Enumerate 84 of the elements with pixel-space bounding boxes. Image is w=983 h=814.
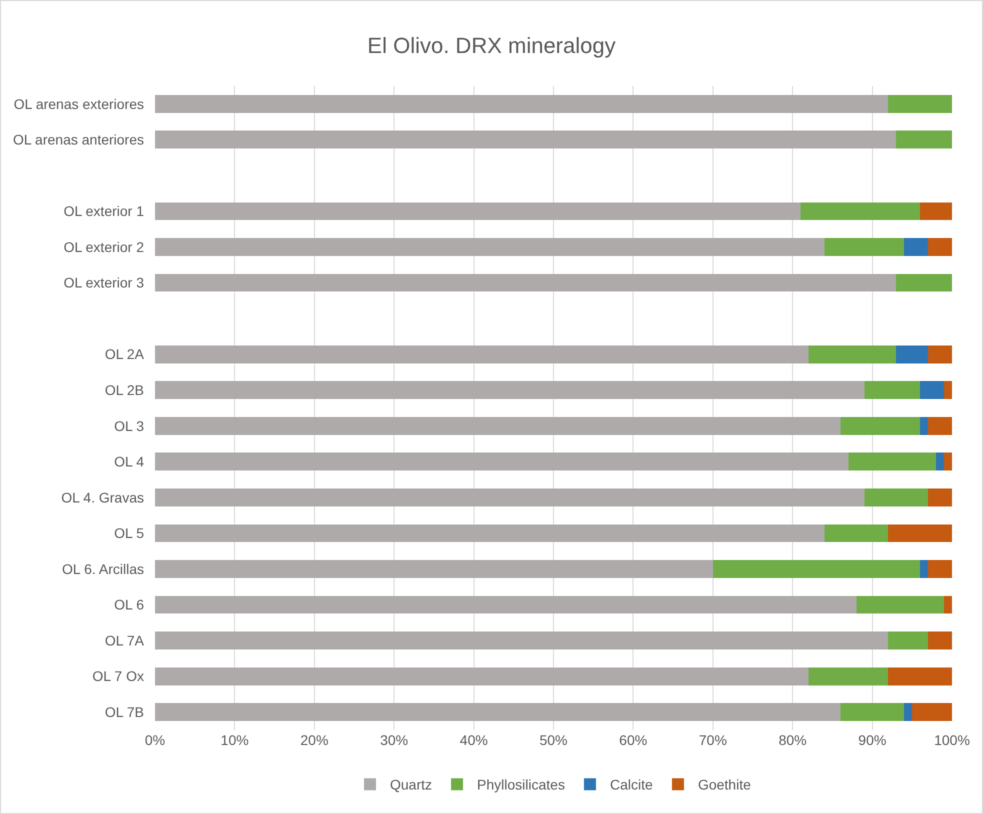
bar xyxy=(920,416,928,435)
bar xyxy=(808,667,888,686)
bar xyxy=(888,524,952,542)
bar xyxy=(155,560,713,578)
x-tick-label: 0% xyxy=(144,732,166,748)
bar xyxy=(824,524,888,542)
bar xyxy=(904,238,928,256)
x-tick-label: 70% xyxy=(698,732,727,748)
bar xyxy=(944,452,952,471)
y-tick-label: OL 6 xyxy=(114,596,144,613)
bar xyxy=(920,560,928,578)
bar xyxy=(920,381,944,400)
bar xyxy=(155,703,840,722)
x-tick-label: 20% xyxy=(300,732,328,748)
bar xyxy=(155,524,824,542)
bar xyxy=(928,345,952,364)
x-tick-label: 100% xyxy=(934,732,970,748)
bar xyxy=(840,416,920,435)
bar xyxy=(712,560,920,578)
y-tick-label: OL arenas exteriores xyxy=(14,96,144,112)
bar xyxy=(928,238,952,256)
y-tick-label: OL exterior 3 xyxy=(64,274,144,291)
bar xyxy=(944,596,952,614)
bar xyxy=(155,416,840,435)
bar xyxy=(155,488,864,506)
bar xyxy=(155,345,809,364)
legend-label: Calcite xyxy=(610,776,653,793)
y-tick-label: OL 7A xyxy=(104,632,145,648)
x-tick-label: 90% xyxy=(858,732,886,748)
bar xyxy=(155,94,888,113)
bar xyxy=(912,703,952,722)
chart-title: El Olivo. DRX mineralogy xyxy=(367,32,616,58)
y-tick-label: OL 2A xyxy=(104,346,145,362)
bar xyxy=(944,381,952,400)
bar xyxy=(824,238,904,256)
bar xyxy=(155,596,856,614)
x-tick-label: 40% xyxy=(460,732,488,748)
x-tick-label: 60% xyxy=(619,732,648,748)
legend-label: Goethite xyxy=(698,776,752,793)
bar xyxy=(155,130,896,149)
y-tick-label: OL arenas anteriores xyxy=(13,132,144,148)
y-tick-label: OL exterior 1 xyxy=(64,203,144,220)
y-tick-label: OL exterior 2 xyxy=(64,238,144,255)
bar xyxy=(864,381,920,400)
y-tick-label: OL 4 xyxy=(114,454,144,470)
x-tick-label: 30% xyxy=(380,732,408,748)
bar xyxy=(936,452,944,471)
legend-label: Phyllosilicates xyxy=(477,776,565,793)
bar xyxy=(856,596,944,614)
bar xyxy=(888,667,952,686)
y-tick-label: OL 7 Ox xyxy=(92,668,144,684)
y-tick-label: OL 6. Arcillas xyxy=(62,560,144,577)
bar xyxy=(888,94,952,113)
bar xyxy=(155,274,896,292)
bar xyxy=(928,488,952,506)
bar xyxy=(848,452,936,471)
x-tick-label: 80% xyxy=(778,732,807,748)
bar xyxy=(155,381,864,400)
bar xyxy=(904,703,912,722)
x-tick-label: 10% xyxy=(220,732,249,748)
y-tick-label: OL 5 xyxy=(114,525,144,542)
bar xyxy=(896,130,952,149)
y-tick-label: OL 4. Gravas xyxy=(61,489,144,506)
legend-label: Quartz xyxy=(390,776,432,793)
bar xyxy=(155,202,801,220)
bar xyxy=(928,560,952,578)
y-tick-label: OL 7B xyxy=(104,704,144,720)
bar xyxy=(888,632,928,650)
bar xyxy=(155,452,848,471)
bar xyxy=(800,202,920,220)
x-tick-label: 50% xyxy=(539,732,568,748)
bar xyxy=(896,345,928,364)
y-tick-label: OL 3 xyxy=(114,418,144,434)
bar xyxy=(155,238,824,256)
bar xyxy=(896,274,952,292)
bar xyxy=(155,632,888,650)
bar xyxy=(920,202,952,220)
bar xyxy=(928,416,952,435)
bar xyxy=(864,488,928,506)
y-tick-label: OL 2B xyxy=(104,382,144,398)
bar xyxy=(928,632,952,650)
bar xyxy=(155,667,809,686)
bar xyxy=(840,703,904,722)
bar xyxy=(808,345,896,364)
